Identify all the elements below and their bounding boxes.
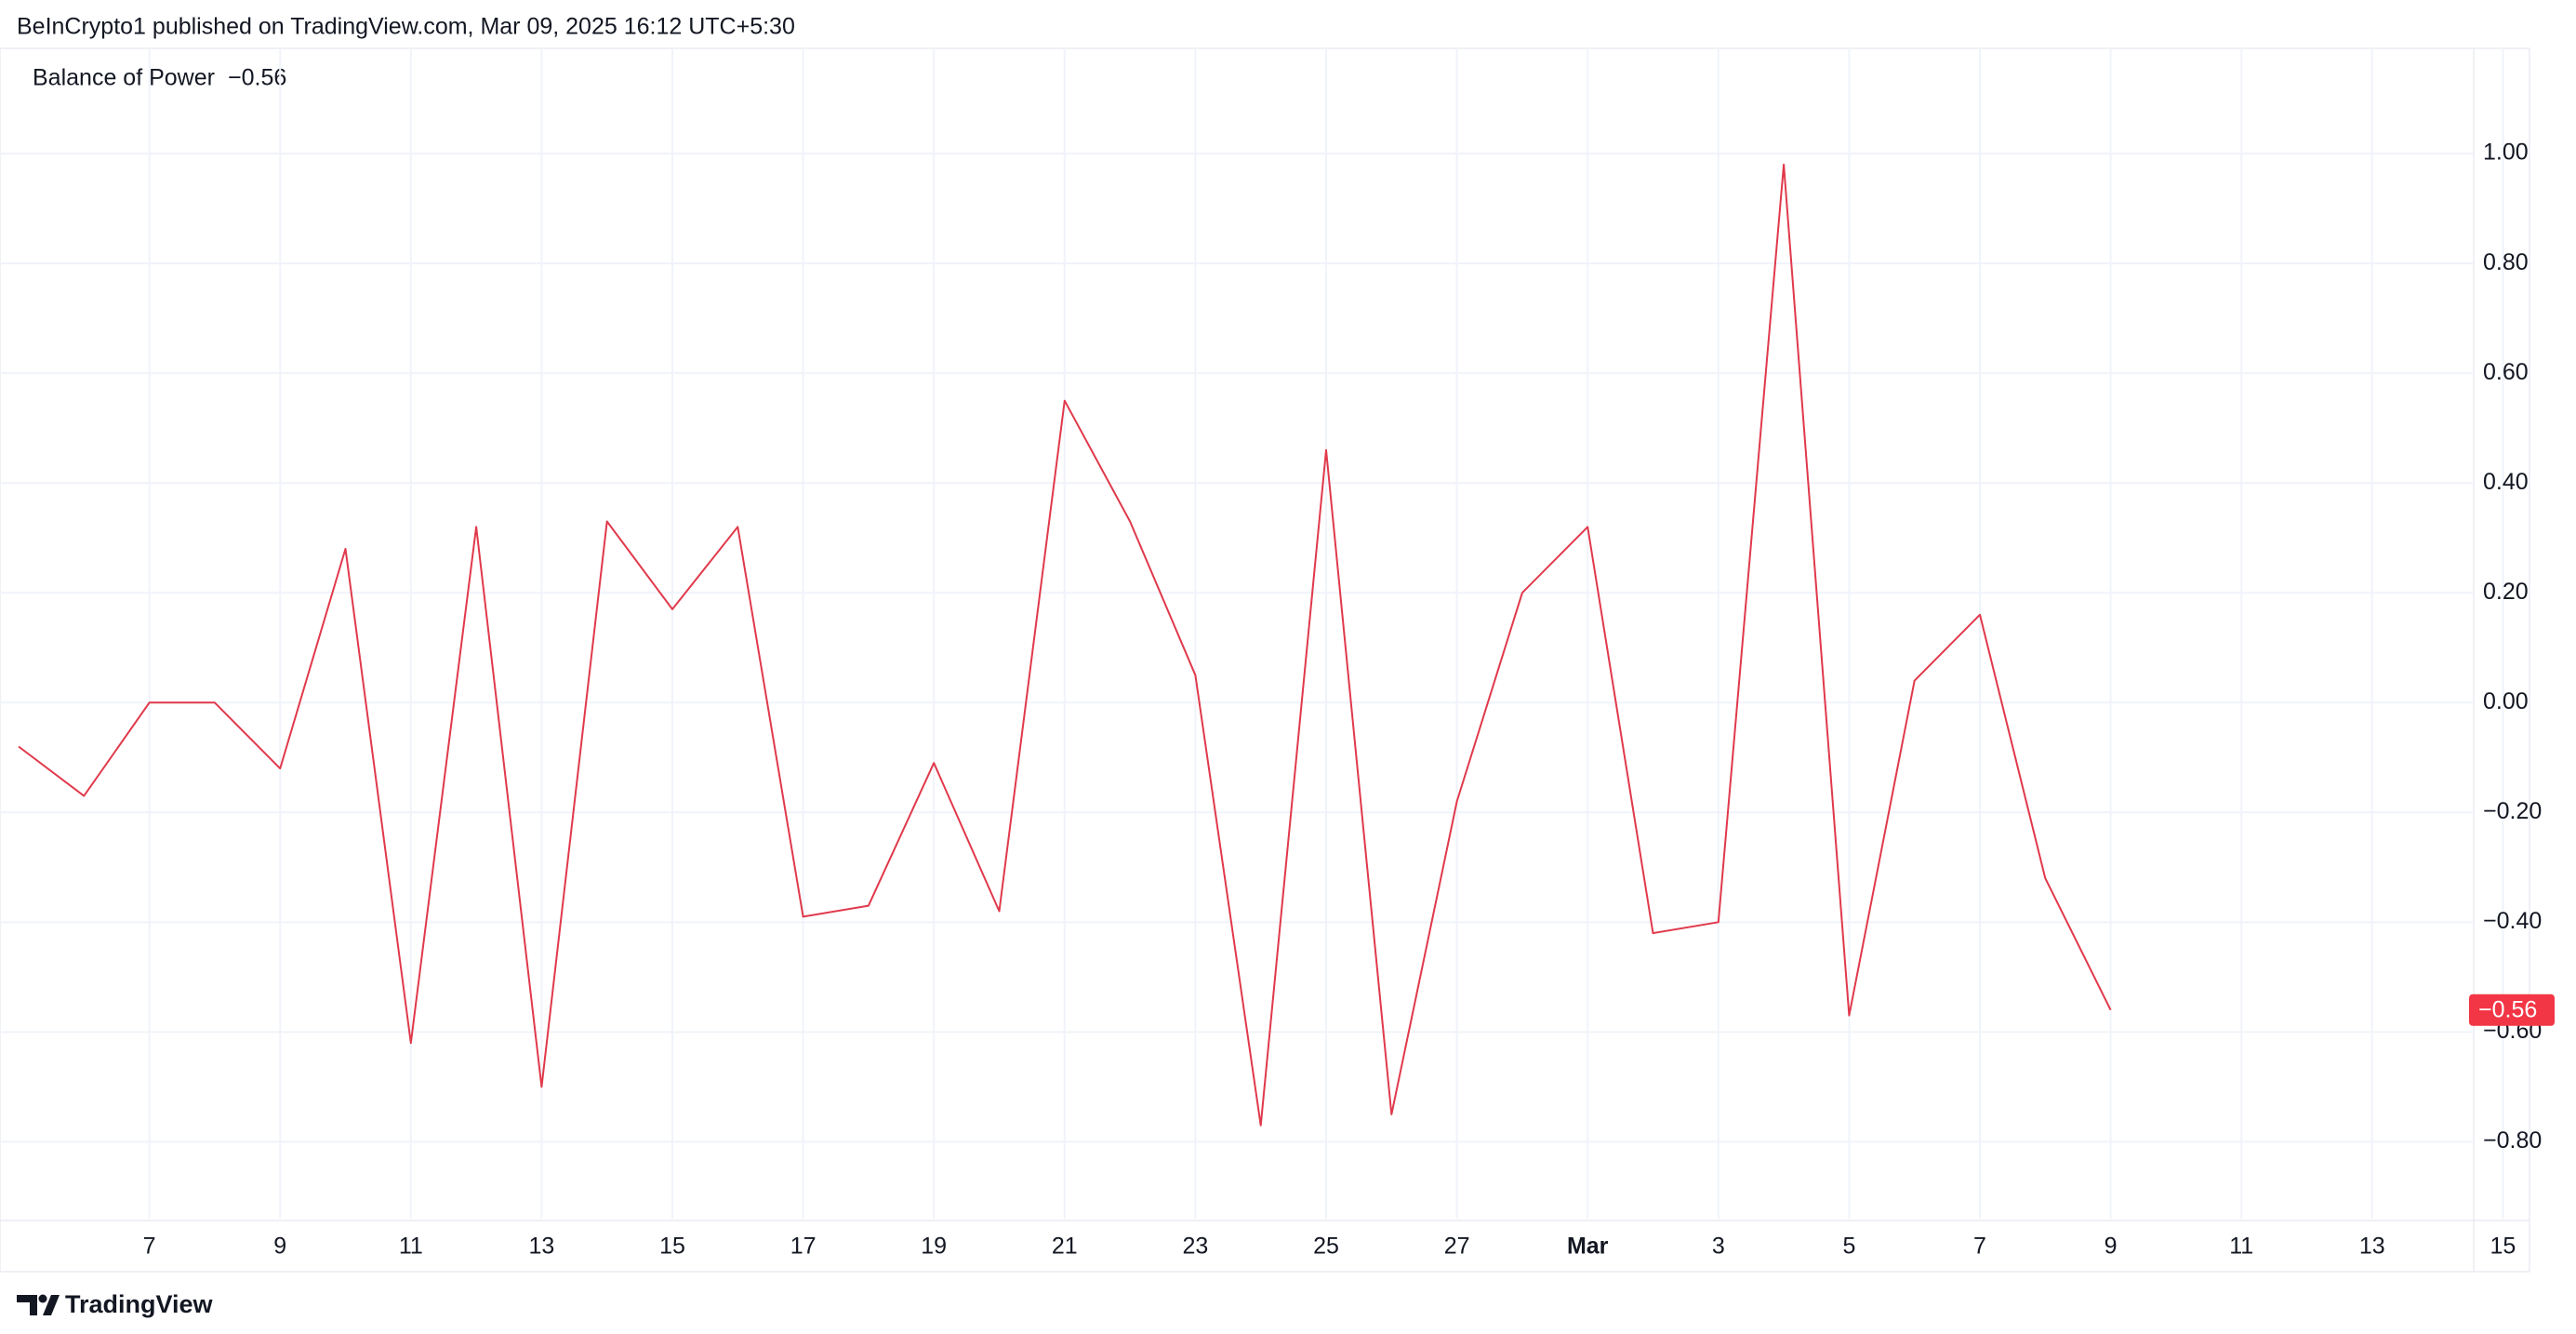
brand: TradingView — [65, 1290, 214, 1318]
x-tick-label: 9 — [2105, 1234, 2118, 1260]
indicator-value: −0.56 — [228, 65, 286, 91]
y-tick-label: −0.80 — [2483, 1127, 2542, 1154]
y-tick-label: 0.60 — [2483, 359, 2529, 385]
brand-logo — [17, 1294, 60, 1315]
x-tick-label: 19 — [921, 1234, 947, 1260]
y-tick-label: 1.00 — [2483, 140, 2529, 166]
x-tick-label: 27 — [1444, 1234, 1470, 1260]
x-tick-label: 7 — [1973, 1234, 1986, 1260]
x-tick-label: 13 — [528, 1234, 554, 1260]
price-tag — [2469, 994, 2555, 1026]
x-tick-label: 23 — [1182, 1234, 1208, 1260]
header: BeInCrypto1 published on TradingView.com… — [17, 14, 795, 40]
x-tick-label: 15 — [659, 1234, 685, 1260]
y-tick-label: −0.40 — [2483, 908, 2542, 934]
x-tick-label: 13 — [2359, 1234, 2385, 1260]
y-tick-label: 0.80 — [2483, 249, 2529, 275]
x-tick-label: 21 — [1052, 1234, 1078, 1260]
x-tick-label: 9 — [273, 1234, 286, 1260]
x-tick-label: 17 — [790, 1234, 817, 1260]
x-tick-label: Mar — [1567, 1234, 1609, 1260]
price-tag-label: −0.56 — [2478, 996, 2537, 1022]
y-tick-label: 0.00 — [2483, 688, 2529, 714]
y-tick-label: −0.20 — [2483, 798, 2542, 824]
y-tick-label: 0.40 — [2483, 469, 2529, 495]
x-tick-label: 25 — [1313, 1234, 1339, 1260]
x-tick-label: 3 — [1712, 1234, 1725, 1260]
line-series — [18, 163, 2112, 1127]
pane-border — [0, 47, 2530, 1273]
x-tick-label: 11 — [399, 1234, 423, 1260]
x-tick-label: 15 — [2490, 1234, 2516, 1260]
x-tick-label: 5 — [1842, 1234, 1855, 1260]
x-tick-label: 7 — [143, 1234, 156, 1260]
indicator-name: Balance of Power — [33, 65, 215, 91]
y-tick-label: 0.20 — [2483, 579, 2529, 605]
x-tick-label: 11 — [2229, 1234, 2253, 1260]
